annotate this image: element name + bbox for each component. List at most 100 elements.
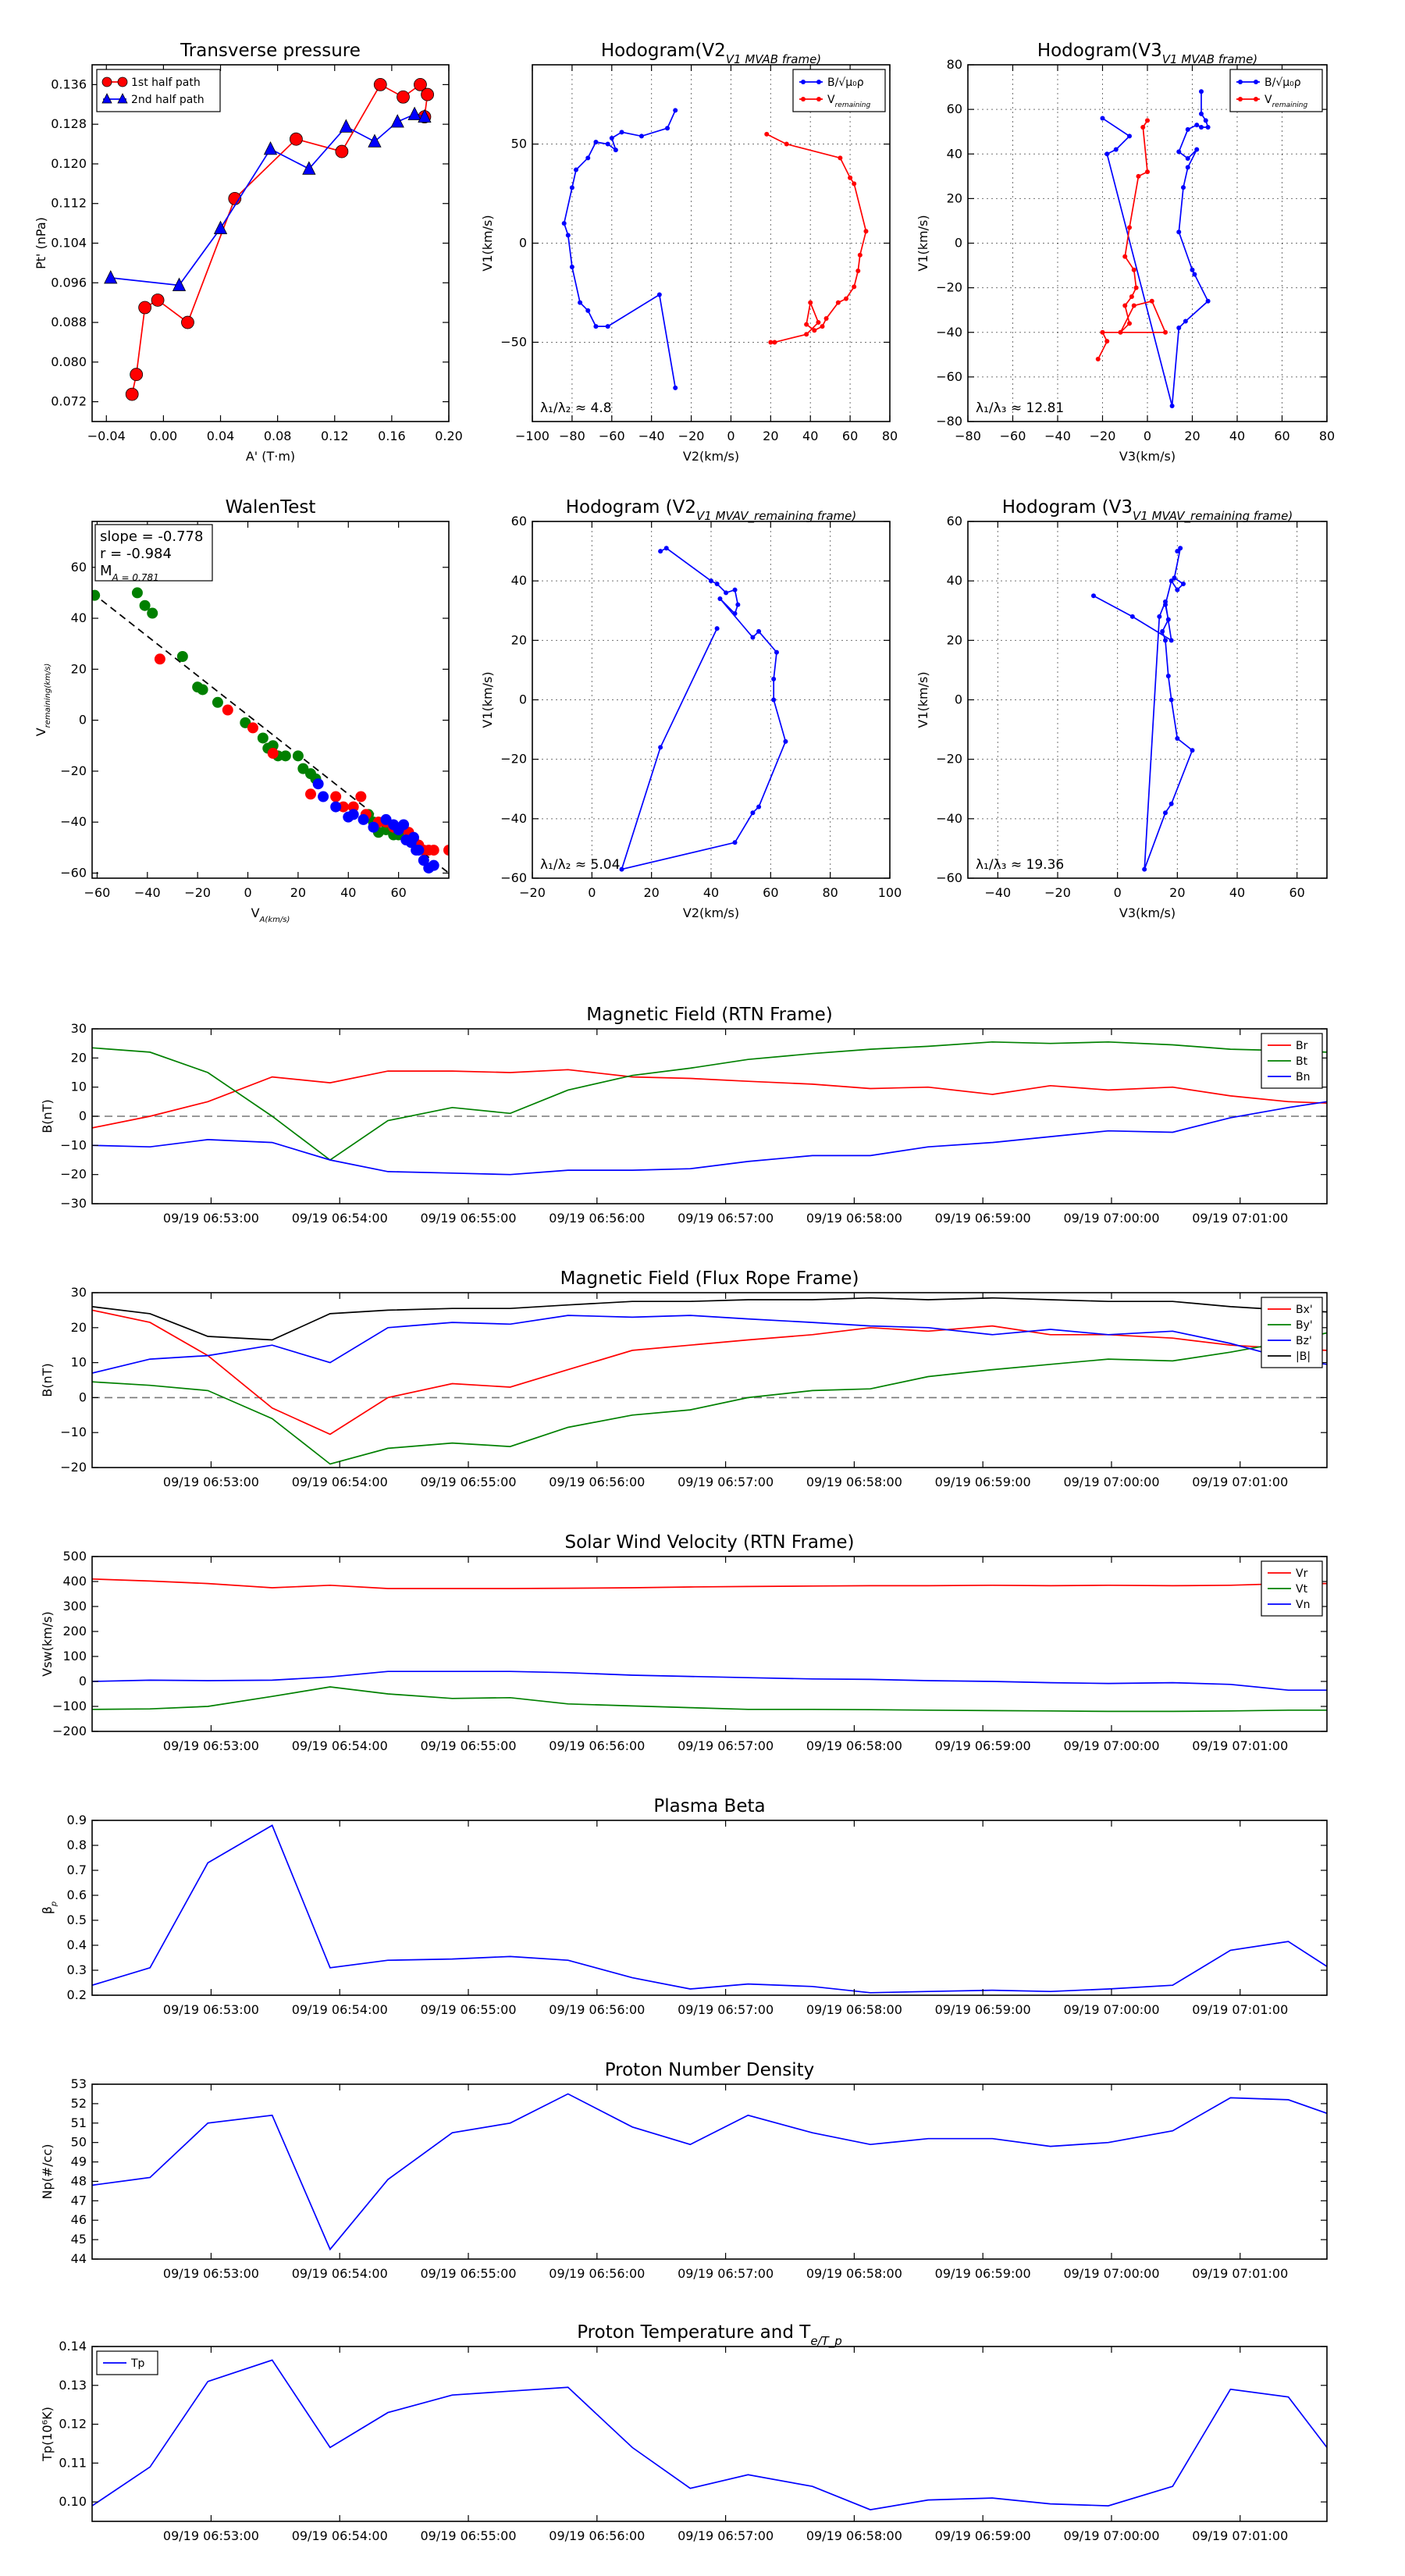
y-tick-label: 0.14 [59,2339,87,2354]
legend-entry: 2nd half path [101,93,205,106]
data-point [1185,155,1190,161]
series-1 [92,1332,1327,1465]
y-tick-label: 46 [71,2212,87,2227]
eigenvalue-ratio-label: λ₁/λ₃ ≈ 12.81 [976,400,1064,416]
legend-label: Vremaining [827,94,871,109]
data-point [1176,326,1182,331]
axes-frame [91,1820,1328,1996]
y-tick-label: 80 [947,57,962,72]
data-point [816,320,821,326]
y-tick-label: 10 [71,1080,87,1094]
y-axis-label: Tp(10⁶K) [40,2407,55,2462]
x-tick-label: 40 [340,885,356,900]
data-point [279,750,291,762]
data-point [756,628,762,634]
x-tick-label: 20 [1169,885,1185,900]
legend-entry: |B| [1268,1350,1311,1363]
data-point [139,600,151,611]
x-tick-label: 09/19 06:59:00 [935,1475,1031,1489]
data-point [131,587,143,599]
legend-entry: Bx' [1268,1304,1313,1316]
series-0 [92,1824,1327,1994]
data-point [863,229,869,234]
data-point [774,649,779,655]
data-point [414,77,427,91]
y-tick-label: −40 [60,814,87,829]
data-point [573,167,578,173]
data-point [1163,599,1168,604]
data-point [130,368,144,382]
x-tick-label: −80 [955,429,981,443]
y-tick-label: −50 [500,334,527,349]
chart-title: Hodogram (V2V1 MVAV_remaining frame) [566,497,856,524]
data-point [407,106,422,120]
data-point [1168,578,1174,584]
eigenvalue-ratio-label: λ₁/λ₂ ≈ 5.04 [540,857,620,873]
legend-label: B/√μ₀ρ [827,76,864,89]
y-tick-label: −20 [936,280,962,295]
data-point [717,596,723,602]
data-point [368,133,382,148]
data-point [714,581,720,586]
x-tick-label: −40 [984,885,1011,900]
x-tick-label: 09/19 06:54:00 [292,2528,388,2543]
data-point [1190,267,1195,272]
data-point [732,587,738,592]
data-point [1122,254,1128,259]
data-point [772,340,777,345]
x-tick-label: 09/19 06:55:00 [420,2528,516,2543]
data-point [838,155,843,161]
data-point [1131,267,1136,272]
x-tick-label: −40 [134,885,161,900]
data-point [578,300,583,305]
y-tick-label: 47 [71,2193,87,2208]
x-axis-label: VA(km/s) [251,906,290,924]
x-tick-label: 09/19 06:54:00 [292,1738,388,1753]
x-tick-label: 09/19 06:58:00 [806,1475,902,1489]
legend-entry: Tp [103,2357,145,2370]
data-point [213,220,228,234]
series-line [766,133,867,343]
y-axis-label: B(nT) [40,1363,55,1397]
x-tick-label: 09/19 07:01:00 [1192,2266,1288,2281]
data-point [1122,303,1128,308]
y-tick-label: 300 [62,1599,87,1614]
axes-frame [91,1556,1328,1732]
series-line [92,2093,1327,2251]
series-3 [92,1297,1327,1341]
series-line [92,1670,1327,1692]
series-0 [92,2093,1327,2251]
y-tick-label: 20 [947,632,962,647]
data-point [848,175,853,180]
y-tick-label: 60 [511,514,527,528]
data-point [812,328,817,333]
data-point [339,119,354,133]
data-point [1169,404,1175,409]
data-point [709,578,713,584]
x-tick-label: 09/19 06:59:00 [935,1211,1031,1226]
data-point [1145,169,1150,175]
chart-title: Solar Wind Velocity (RTN Frame) [564,1532,854,1553]
data-point [673,108,678,113]
legend-label: 2nd half path [131,94,205,106]
data-point [771,697,777,703]
data-point [1129,294,1134,300]
data-point [732,611,738,617]
legend-entry: 1st half path [101,76,201,89]
series-line [621,547,787,870]
legend: Vr Vt Vn [1261,1560,1323,1617]
x-tick-label: 20 [643,885,659,900]
legend-label: Bx' [1296,1304,1313,1316]
data-point [1176,229,1182,235]
chart-tpp: 09/19 06:53:00 09/19 06:54:00 09/19 06:55:… [40,2322,1328,2543]
legend-marker [816,97,821,101]
x-tick-label: 20 [763,429,778,443]
legend-label: Vn [1296,1599,1310,1611]
x-tick-label: −0.04 [87,429,126,443]
data-point [613,148,618,153]
x-tick-label: −20 [1090,429,1116,443]
x-axis-label: V2(km/s) [683,906,739,920]
legend-entry: Vr [1268,1567,1308,1580]
y-tick-label: 51 [71,2115,87,2130]
